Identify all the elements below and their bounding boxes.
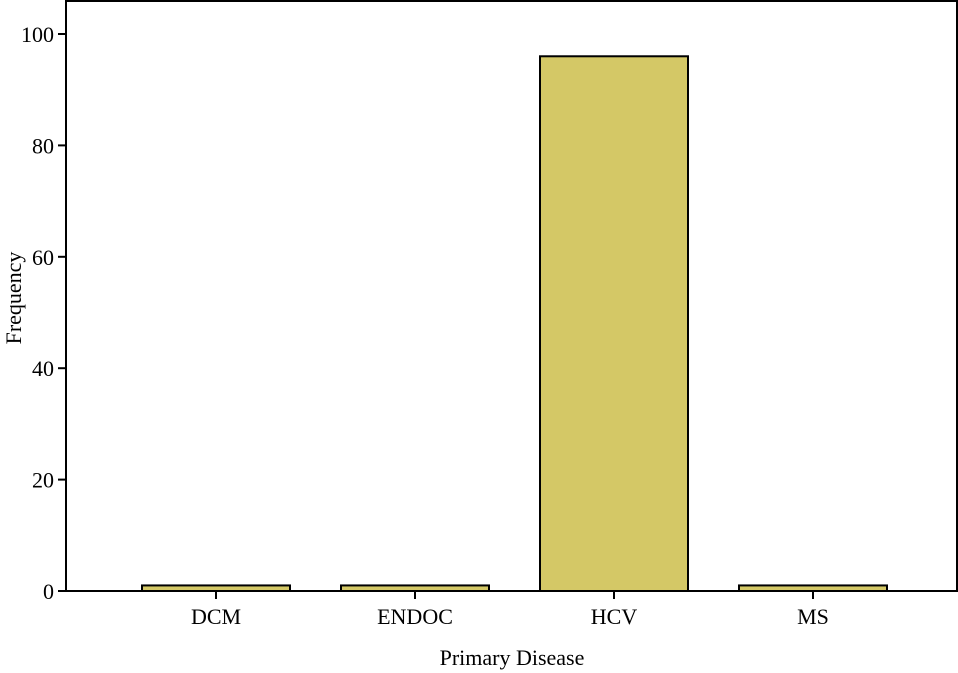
y-tick-label: 60 — [32, 245, 54, 270]
x-tick-label-dcm: DCM — [191, 604, 241, 629]
plot-frame — [65, 0, 958, 592]
bar-endoc — [340, 584, 490, 592]
y-tick-label: 0 — [43, 579, 54, 604]
y-axis-title: Frequency — [1, 252, 26, 345]
y-tick-label: 40 — [32, 356, 54, 381]
x-tick-label-ms: MS — [797, 604, 829, 629]
bar-ms — [738, 584, 888, 592]
bars — [141, 55, 888, 592]
bar-dcm — [141, 584, 291, 592]
y-tick-label: 80 — [32, 133, 54, 158]
y-tick-label: 20 — [32, 468, 54, 493]
x-axis: DCM ENDOC HCV MS — [191, 591, 829, 629]
x-tick-label-endoc: ENDOC — [377, 604, 453, 629]
bar-hcv — [539, 55, 689, 592]
x-tick-label-hcv: HCV — [591, 604, 638, 629]
x-axis-title: Primary Disease — [440, 645, 585, 670]
y-axis: 0 20 40 60 80 100 — [21, 22, 66, 604]
y-tick-label: 100 — [21, 22, 54, 47]
